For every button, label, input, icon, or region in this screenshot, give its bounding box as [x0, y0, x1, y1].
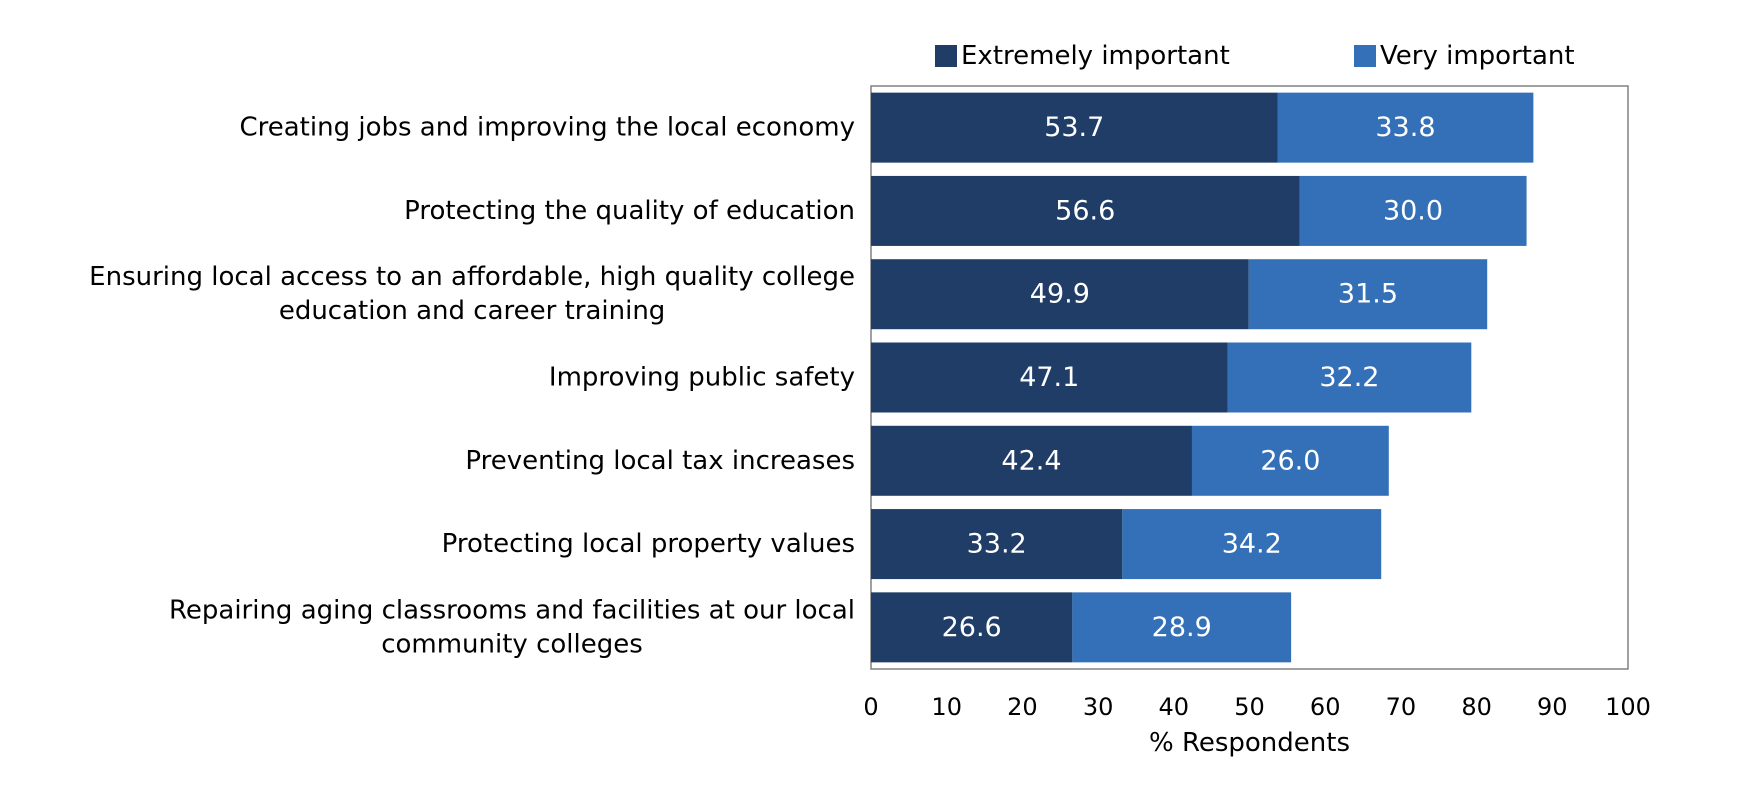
bar-very-important-1 [1277, 92, 1534, 163]
data-label-extremely-important-1: 53.7 [1044, 112, 1104, 143]
data-label-extremely-important-4: 47.1 [1019, 362, 1079, 393]
x-tick-label-30: 30 [1083, 693, 1114, 721]
bar-extremely-important-7 [871, 592, 1073, 663]
bar-extremely-important-6 [871, 509, 1123, 580]
legend-swatch-extremely-important [935, 45, 957, 67]
bar-extremely-important-1 [871, 92, 1278, 163]
x-tick-label-10: 10 [931, 693, 962, 721]
category-label-5: Preventing local tax increases [465, 446, 855, 476]
category-label-6: Protecting local property values [442, 529, 855, 559]
data-label-extremely-important-2: 56.6 [1055, 195, 1115, 226]
x-axis-title: % Respondents [1149, 728, 1350, 758]
data-label-extremely-important-5: 42.4 [1001, 445, 1061, 476]
legend-label-extremely-important: Extremely important [961, 41, 1230, 71]
bar-very-important-5 [1191, 425, 1389, 496]
x-tick-label-90: 90 [1537, 693, 1568, 721]
category-label-1: Creating jobs and improving the local ec… [239, 113, 855, 143]
category-label-2: Protecting the quality of education [404, 196, 855, 226]
bar-very-important-2 [1299, 175, 1527, 246]
data-label-very-important-4: 32.2 [1319, 362, 1379, 393]
bar-very-important-4 [1227, 342, 1472, 413]
data-label-extremely-important-7: 26.6 [942, 612, 1002, 643]
category-label-3: Ensuring local access to an affordable, … [89, 262, 855, 292]
data-label-extremely-important-6: 33.2 [967, 529, 1027, 560]
category-label-7: Repairing aging classrooms and facilitie… [169, 595, 855, 625]
category-label-3: education and career training [279, 296, 665, 326]
data-label-extremely-important-3: 49.9 [1030, 279, 1090, 310]
data-label-very-important-1: 33.8 [1375, 112, 1435, 143]
category-label-7: community colleges [381, 629, 643, 659]
data-label-very-important-5: 26.0 [1260, 445, 1320, 476]
x-tick-label-0: 0 [863, 693, 878, 721]
x-tick-label-100: 100 [1605, 693, 1651, 721]
data-label-very-important-2: 30.0 [1383, 195, 1443, 226]
category-label-4: Improving public safety [549, 363, 855, 393]
bar-very-important-6 [1122, 509, 1382, 580]
x-tick-label-60: 60 [1310, 693, 1341, 721]
x-tick-label-20: 20 [1007, 693, 1038, 721]
legend-label-very-important: Very important [1380, 41, 1575, 71]
bar-very-important-7 [1072, 592, 1292, 663]
bar-extremely-important-5 [871, 425, 1192, 496]
x-tick-label-40: 40 [1159, 693, 1190, 721]
data-label-very-important-3: 31.5 [1338, 279, 1398, 310]
bar-extremely-important-2 [871, 175, 1300, 246]
bar-extremely-important-3 [871, 259, 1249, 330]
x-tick-label-70: 70 [1386, 693, 1417, 721]
x-tick-label-50: 50 [1234, 693, 1265, 721]
data-label-very-important-6: 34.2 [1222, 529, 1282, 560]
x-tick-label-80: 80 [1461, 693, 1492, 721]
bar-extremely-important-4 [871, 342, 1228, 413]
data-label-very-important-7: 28.9 [1152, 612, 1212, 643]
legend-swatch-very-important [1354, 45, 1376, 67]
bar-very-important-3 [1248, 259, 1488, 330]
